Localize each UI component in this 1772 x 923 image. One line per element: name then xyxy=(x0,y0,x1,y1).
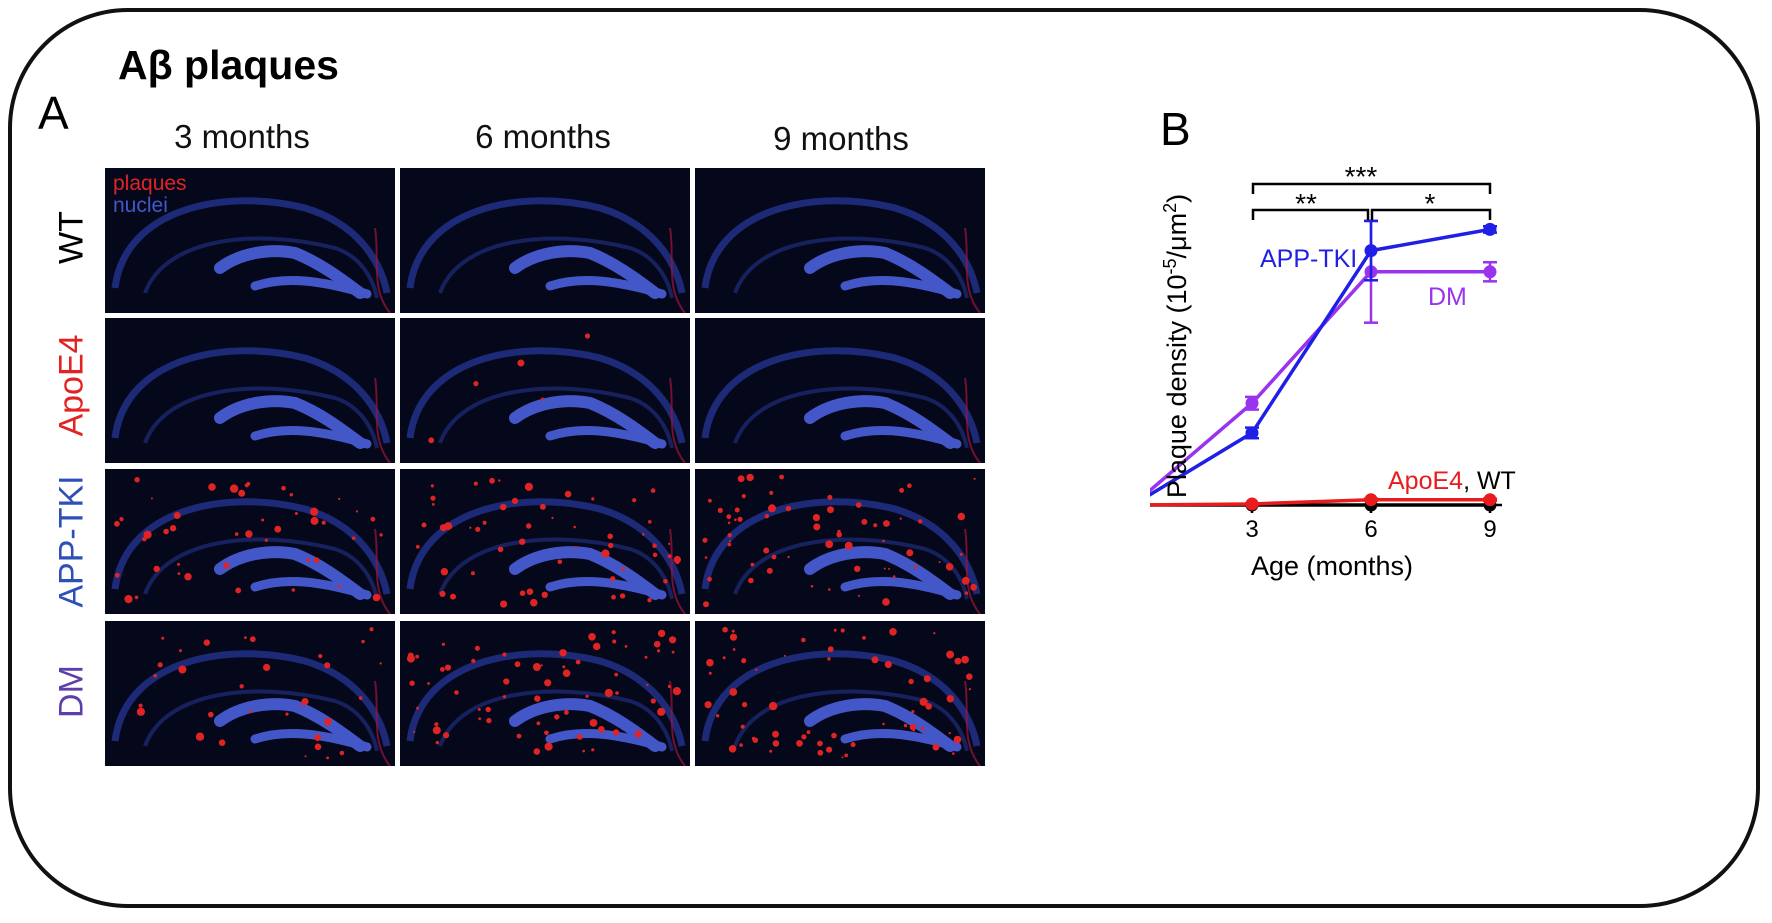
data-point-apoe4 xyxy=(1483,493,1497,507)
bracket-3-vs-6 xyxy=(1251,208,1370,220)
series-label-apoe4: ApoE4 xyxy=(1388,467,1463,495)
series-apoe4 xyxy=(1150,493,1497,511)
figure-title: Aβ plaques xyxy=(118,42,339,88)
series-line-dm xyxy=(1150,270,1490,493)
x-tick-label: 3 xyxy=(1245,516,1258,543)
sig-label-6-vs-9: * xyxy=(1425,188,1436,219)
panel-b-letter: B xyxy=(1160,103,1191,155)
micrograph-dm-3-months xyxy=(105,621,395,766)
bracket-6-vs-9 xyxy=(1370,208,1492,220)
micrograph-app-tki-9-months xyxy=(695,469,985,614)
panel-a-letter: A xyxy=(38,87,69,139)
data-point-app-tki xyxy=(1245,426,1259,440)
scale-bar xyxy=(1028,302,1094,307)
micrograph-apoe4-9-months xyxy=(695,318,985,463)
micrograph-app-tki-6-months xyxy=(400,469,690,614)
row-label-apoe4: ApoE4 xyxy=(52,334,91,437)
significance-brackets xyxy=(1251,182,1492,220)
series-label-separator: , xyxy=(1463,467,1470,495)
micrograph-apoe4-3-months xyxy=(105,318,395,463)
series-line-apoe4 xyxy=(1150,497,1490,507)
sig-label-3-vs-9: *** xyxy=(1345,161,1378,192)
micrograph-wt-6-months xyxy=(400,168,690,313)
plaque-density-chart: 0510150369 Plaque density (10-5/μm2) Age… xyxy=(1150,161,1516,581)
x-tick-label: 6 xyxy=(1364,516,1377,543)
series-label-apoe4-wt: ApoE4, WT xyxy=(1388,467,1516,495)
legend-plaques-label: plaques xyxy=(113,172,187,195)
bracket-3-vs-9 xyxy=(1251,182,1492,194)
row-label-wt: WT xyxy=(52,211,91,264)
series-label-wt: WT xyxy=(1470,467,1516,495)
column-header-9-months: 9 months xyxy=(773,120,909,157)
column-header-6-months: 6 months xyxy=(475,118,611,155)
data-point-app-tki xyxy=(1364,244,1378,258)
micrograph-app-tki-3-months xyxy=(105,469,395,614)
scale-bar-label: 500 μm xyxy=(1010,322,1091,349)
x-tick-label: 9 xyxy=(1483,516,1496,543)
micrograph-dm-6-months xyxy=(400,621,690,766)
figure-frame xyxy=(8,8,1760,908)
data-point-dm xyxy=(1483,265,1497,279)
legend-nuclei-label: nuclei xyxy=(113,194,168,217)
micrograph-wt-9-months xyxy=(695,168,985,313)
sig-label-3-vs-6: ** xyxy=(1295,188,1317,219)
data-point-apoe4 xyxy=(1245,497,1259,511)
data-point-dm xyxy=(1245,396,1259,410)
series-app-tki xyxy=(1150,219,1497,497)
micrograph-apoe4-6-months xyxy=(400,318,690,463)
series-label-app-tki: APP-TKI xyxy=(1260,245,1357,273)
series-line-app-tki xyxy=(1150,227,1491,497)
y-axis-title: Plaque density (10-5/μm2) xyxy=(1160,194,1192,498)
series-label-dm: DM xyxy=(1428,283,1467,311)
micrograph-wt-3-months xyxy=(105,168,395,313)
row-label-app-tki: APP-TKI xyxy=(52,475,91,608)
row-label-dm: DM xyxy=(52,665,91,718)
data-point-apoe4 xyxy=(1364,493,1378,507)
micrograph-dm-9-months xyxy=(695,621,985,766)
column-header-3-months: 3 months xyxy=(174,118,310,155)
x-axis-title: Age (months) xyxy=(1251,551,1413,581)
data-point-app-tki xyxy=(1483,222,1497,236)
